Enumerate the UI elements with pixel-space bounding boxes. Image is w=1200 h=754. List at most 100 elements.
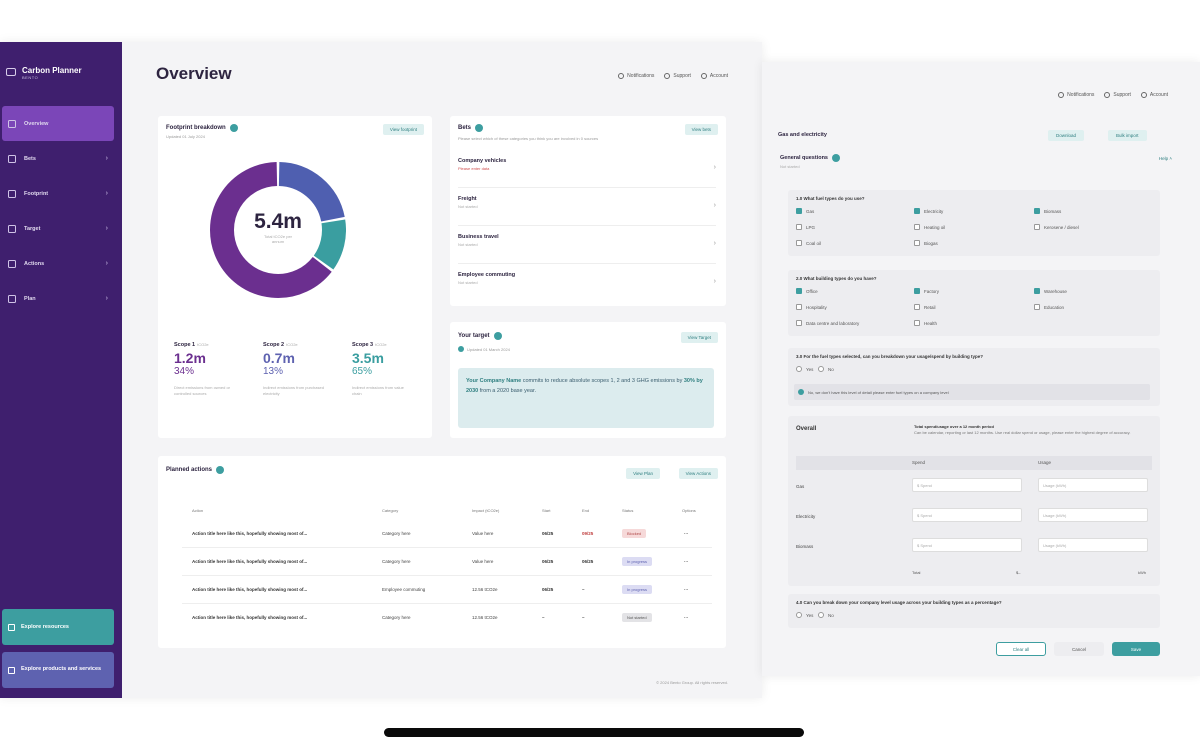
view-footprint-button[interactable]: View footprint [382, 124, 424, 135]
save-button[interactable]: Save [1112, 642, 1160, 656]
checkbox[interactable] [1034, 304, 1040, 310]
checkbox[interactable] [796, 320, 802, 326]
donut-segment-3[interactable] [210, 162, 332, 298]
cancel-button[interactable]: Cancel [1054, 642, 1104, 656]
checkbox-checked[interactable] [914, 288, 920, 294]
options-menu-icon[interactable]: ··· [684, 587, 689, 592]
checkbox-checked[interactable] [1034, 288, 1040, 294]
notifications-link[interactable]: Notifications [618, 73, 654, 79]
sidebar-item-target[interactable]: Target › [0, 211, 122, 246]
checkbox-option[interactable]: Health [914, 320, 937, 326]
checkbox-option[interactable]: Factory [914, 288, 939, 294]
donut-segment-2[interactable] [313, 219, 346, 270]
action-end[interactable]: 09/25 [582, 531, 594, 536]
explore-products-button[interactable]: Explore products and services [2, 652, 114, 688]
sidebar-item-plan[interactable]: Plan › [0, 281, 122, 316]
radio-button[interactable] [818, 366, 824, 372]
action-end[interactable]: – [582, 587, 585, 592]
help-link[interactable]: Help ˄ [1159, 156, 1172, 161]
col-status[interactable]: Status [622, 508, 634, 513]
view-actions-button[interactable]: View Actions [678, 468, 718, 479]
options-menu-icon[interactable]: ··· [684, 559, 689, 564]
radio-button[interactable] [796, 366, 802, 372]
checkbox[interactable] [914, 304, 920, 310]
checkbox[interactable] [796, 224, 802, 230]
download-button[interactable]: Download [1048, 130, 1085, 141]
status-badge[interactable]: In progress [622, 557, 653, 566]
usage-input[interactable]: Usage (kWh) [1038, 538, 1148, 552]
action-start[interactable]: – [542, 615, 545, 620]
checkbox-option[interactable]: Coal oil [796, 240, 821, 246]
radio-no[interactable]: No [818, 366, 834, 372]
info-icon[interactable] [475, 124, 484, 132]
sidebar-item-bets[interactable]: Bets › [0, 141, 122, 176]
sidebar-item-overview[interactable]: Overview [2, 106, 114, 141]
table-row[interactable]: Action title here like this, hopefully s… [182, 576, 712, 604]
checkbox-option[interactable]: Biomass [1034, 208, 1061, 214]
spend-input[interactable]: $ Spend [912, 508, 1022, 522]
info-icon[interactable] [216, 466, 225, 474]
table-row[interactable]: Action title here like this, hopefully s… [182, 604, 712, 632]
sidebar-item-actions[interactable]: Actions › [0, 246, 122, 281]
status-badge[interactable]: Blocked [622, 529, 647, 538]
checkbox-option[interactable]: Retail [914, 304, 936, 310]
spend-input[interactable]: $ Spend [912, 478, 1022, 492]
brand[interactable]: Carbon Planner BENTO [6, 66, 82, 80]
checkbox-option[interactable]: Gas [796, 208, 814, 214]
radio-button[interactable] [796, 612, 802, 618]
radio-button[interactable] [818, 612, 824, 618]
col-start[interactable]: Start [542, 508, 551, 513]
action-start[interactable]: 06/25 [542, 531, 554, 536]
checkbox-option[interactable]: Biogas [914, 240, 938, 246]
status-badge[interactable]: In progress [622, 585, 653, 594]
view-bets-button[interactable]: View bets [684, 124, 718, 135]
account-link[interactable]: Account [700, 73, 728, 79]
options-menu-icon[interactable]: ··· [684, 615, 689, 620]
col-impact[interactable]: Impact (tCO2e) [472, 508, 500, 513]
info-icon[interactable] [493, 332, 502, 340]
breakdown-note[interactable]: No, we don't have this level of detail p… [794, 384, 1150, 400]
status-badge[interactable]: Not started [622, 613, 652, 622]
checkbox[interactable] [914, 320, 920, 326]
checkbox[interactable] [1034, 224, 1040, 230]
view-target-button[interactable]: View Target [680, 332, 718, 343]
action-start[interactable]: 06/25 [542, 559, 554, 564]
table-row[interactable]: Action title here like this, hopefully s… [182, 548, 712, 576]
checkbox-checked[interactable] [796, 288, 802, 294]
checkbox-option[interactable]: Hospitality [796, 304, 827, 310]
bets-item-business-travel[interactable]: Business travel Not started › [458, 228, 716, 264]
radio-yes[interactable]: Yes [796, 612, 813, 618]
usage-input[interactable]: Usage (kWh) [1038, 478, 1148, 492]
checkbox-option[interactable]: Data centre and laboratory [796, 320, 859, 326]
action-end[interactable]: – [582, 615, 585, 620]
support-link[interactable]: Support [1104, 92, 1131, 98]
checkbox-option[interactable]: Electricity [914, 208, 943, 214]
notifications-link[interactable]: Notifications [1058, 92, 1094, 98]
checkbox-option[interactable]: Office [796, 288, 818, 294]
action-start[interactable]: 06/25 [542, 587, 554, 592]
col-end[interactable]: End [582, 508, 590, 513]
bulk-import-button[interactable]: Bulk import [1108, 130, 1147, 141]
view-plan-button[interactable]: View Plan [626, 468, 660, 479]
checkbox-option[interactable]: Warehouse [1034, 288, 1067, 294]
action-end[interactable]: 06/25 [582, 559, 594, 564]
bets-item-company-vehicles[interactable]: Company vehicles Please enter data › [458, 152, 716, 188]
radio-yes[interactable]: Yes [796, 366, 813, 372]
checkbox-checked[interactable] [914, 208, 920, 214]
general-questions-header[interactable]: General questions Not started Help ˄ [780, 154, 1172, 174]
checkbox-option[interactable]: Heating oil [914, 224, 945, 230]
radio-no[interactable]: No [818, 612, 834, 618]
info-icon[interactable] [832, 154, 840, 162]
sidebar-item-footprint[interactable]: Footprint › [0, 176, 122, 211]
checkbox[interactable] [914, 224, 920, 230]
account-link[interactable]: Account [1140, 92, 1168, 98]
checkbox-checked[interactable] [1034, 208, 1040, 214]
table-row[interactable]: Action title here like this, hopefully s… [182, 520, 712, 548]
info-icon[interactable] [229, 124, 238, 132]
spend-input[interactable]: $ Spend [912, 538, 1022, 552]
checkbox-checked[interactable] [796, 208, 802, 214]
support-link[interactable]: Support [664, 73, 691, 79]
bets-item-freight[interactable]: Freight Not started › [458, 190, 716, 226]
checkbox-option[interactable]: Education [1034, 304, 1064, 310]
checkbox[interactable] [796, 240, 802, 246]
